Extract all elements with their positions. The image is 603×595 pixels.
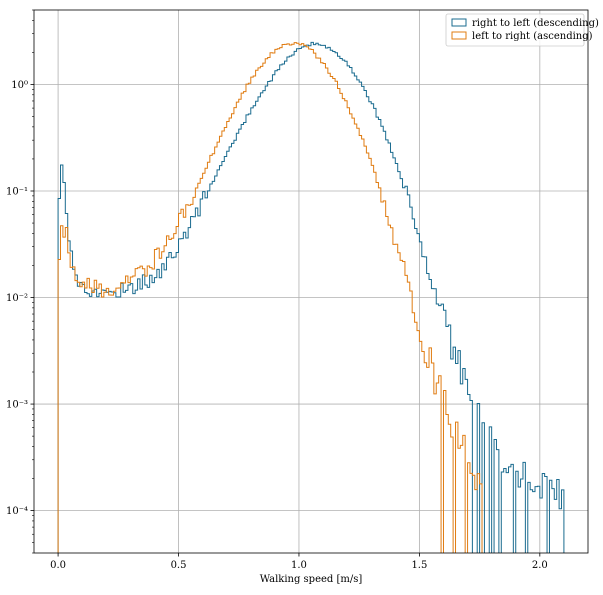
x-axis-ticks: 0.0 0.5 1.0 1.5 2.0: [50, 553, 548, 571]
y-tick-label-0: 10⁻⁴: [6, 506, 28, 517]
legend-label-descending: right to left (descending): [472, 18, 599, 29]
legend: right to left (descending) left to right…: [445, 13, 599, 47]
legend-swatch-descending: [451, 18, 467, 27]
y-tick-label-1: 10⁻³: [6, 400, 28, 411]
series-line-0: [57, 41, 565, 553]
x-axis-label: Walking speed [m/s]: [260, 574, 363, 585]
y-tick-label-4: 10⁰: [11, 80, 28, 91]
series-layer: [57, 41, 565, 553]
legend-swatch-ascending: [451, 31, 467, 40]
y-tick-label-2: 10⁻²: [6, 293, 28, 304]
plot-frame: [33, 9, 589, 554]
legend-box: [445, 13, 585, 47]
grid-lines: [34, 10, 588, 553]
legend-label-ascending: left to right (ascending): [472, 31, 593, 42]
x-tick-label-1: 0.5: [171, 560, 187, 571]
series-line-1: [57, 42, 483, 553]
y-tick-label-3: 10⁻¹: [6, 187, 28, 198]
x-tick-label-3: 1.5: [411, 560, 427, 571]
x-tick-label-2: 1.0: [291, 560, 307, 571]
x-tick-label-0: 0.0: [50, 560, 66, 571]
y-axis-ticks: 10⁻⁴ 10⁻³ 10⁻² 10⁻¹ 10⁰: [6, 9, 34, 554]
x-tick-label-4: 2.0: [532, 560, 548, 571]
